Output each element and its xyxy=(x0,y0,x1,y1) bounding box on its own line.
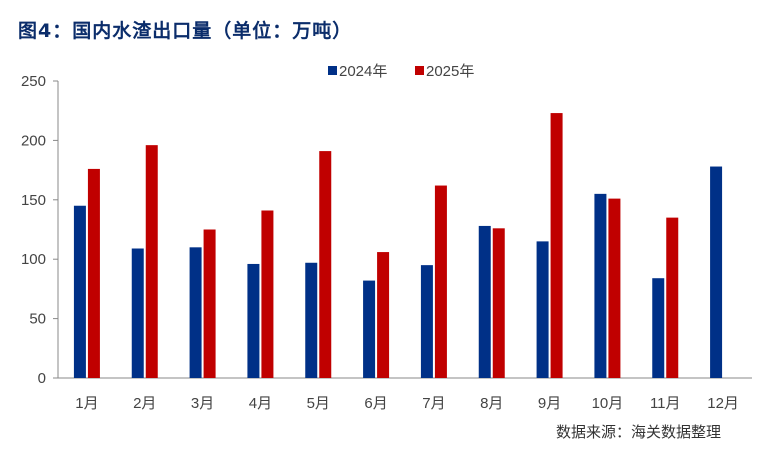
x-tick-label: 12月 xyxy=(707,395,739,412)
legend-label-0: 2024年 xyxy=(339,63,387,80)
bar-2024年-2月 xyxy=(131,248,144,378)
bar-2025年-8月 xyxy=(492,228,505,378)
source-note: 数据来源：海关数据整理 xyxy=(555,423,721,441)
bar-2025年-10月 xyxy=(608,198,621,378)
y-tick-label: 0 xyxy=(38,370,46,387)
bar-2025年-7月 xyxy=(434,185,447,378)
bar-2024年-5月 xyxy=(305,262,318,378)
bar-2024年-3月 xyxy=(189,247,202,378)
bar-2024年-1月 xyxy=(73,205,86,378)
bar-2024年-7月 xyxy=(420,265,433,378)
x-tick-label: 11月 xyxy=(650,395,681,412)
y-tick-label: 50 xyxy=(29,311,46,328)
legend-label-1: 2025年 xyxy=(426,63,474,80)
legend-swatch-1 xyxy=(415,66,424,75)
x-tick-label: 1月 xyxy=(75,395,98,412)
bar-2024年-11月 xyxy=(652,278,665,378)
x-tick-label: 10月 xyxy=(592,395,624,412)
bar-2024年-9月 xyxy=(536,241,549,378)
x-tick-label: 8月 xyxy=(480,395,503,412)
bar-2024年-12月 xyxy=(710,166,723,378)
chart-title: 图4：国内水渣出口量（单位：万吨） xyxy=(18,20,353,42)
y-tick-label: 200 xyxy=(21,132,46,149)
y-tick-label: 250 xyxy=(21,73,46,90)
bar-2025年-3月 xyxy=(203,229,216,378)
bar-2025年-6月 xyxy=(377,252,390,378)
bar-2025年-1月 xyxy=(87,168,100,378)
x-tick-label: 5月 xyxy=(307,395,330,412)
bar-2025年-5月 xyxy=(319,151,332,378)
bar-2025年-9月 xyxy=(550,113,563,379)
y-tick-label: 100 xyxy=(21,251,46,268)
x-tick-label: 6月 xyxy=(364,395,387,412)
y-tick-label: 150 xyxy=(21,192,46,209)
x-tick-label: 7月 xyxy=(422,395,445,412)
bar-2024年-6月 xyxy=(363,280,376,378)
x-tick-label: 2月 xyxy=(133,395,156,412)
bar-2024年-10月 xyxy=(594,193,607,378)
x-tick-label: 4月 xyxy=(249,395,272,412)
x-tick-label: 9月 xyxy=(538,395,561,412)
bar-2024年-8月 xyxy=(478,225,491,378)
x-tick-label: 3月 xyxy=(191,395,214,412)
bar-2025年-11月 xyxy=(666,217,679,378)
legend-swatch-0 xyxy=(328,66,337,75)
bar-2024年-4月 xyxy=(247,263,260,378)
bar-2025年-4月 xyxy=(261,210,274,378)
bar-2025年-2月 xyxy=(145,145,158,378)
